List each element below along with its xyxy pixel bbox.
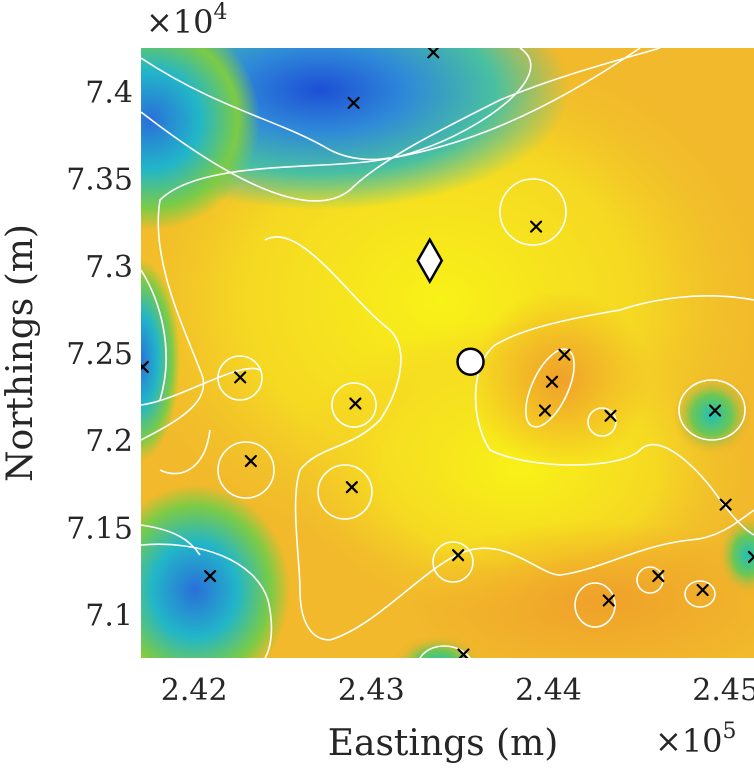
contour-ring [574,582,616,628]
heatmap-low-region [141,260,180,460]
cross-mark [602,594,615,607]
cross-mark [604,409,617,422]
sample-point-marker [234,371,247,384]
sample-point-marker [345,481,358,494]
diamond-marker [416,237,444,285]
sample-point-marker [347,96,360,109]
sample-point-marker [558,348,571,361]
x-tick-label: 2.44 [515,673,582,708]
sample-point-marker [719,498,732,511]
contour-ring [499,178,567,246]
heatmap-low-region [141,48,260,230]
y-tick-label: 7.2 [85,424,133,459]
y-axis-multiplier: ×104 [146,0,228,41]
markers-layer [416,237,485,376]
cross-mark [538,404,552,417]
sample-point-marker [349,397,362,410]
sample-point-marker [602,594,615,607]
sample-point-marker [452,549,465,562]
contour-line [474,295,754,536]
contour-rings [217,178,746,628]
cross-mark [708,404,722,417]
sample-point-marker [545,375,559,388]
cross-mark [141,360,149,374]
contour-ring [217,355,263,401]
plot-area [141,48,754,658]
sample-point-marker [747,550,754,564]
y-tick-label: 7.25 [66,337,133,372]
cross-mark [345,481,358,494]
sample-point-marker [604,409,617,422]
sample-point-marker [457,648,470,658]
cross-mark [558,348,571,361]
cross-mark [234,371,247,384]
contour-line [419,645,471,658]
sample-points-layer [141,48,754,658]
contour-line [141,269,167,401]
y-tick-label: 7.4 [85,76,133,111]
cross-mark [747,550,754,564]
cross-mark [203,569,217,583]
contour-ring [331,382,377,428]
x-tick-label: 2.42 [161,673,228,708]
cross-mark [719,498,732,511]
x-multiplier-base: ×10 [655,722,723,760]
cross-mark [652,569,665,583]
x-multiplier-exponent: 5 [723,719,737,744]
y-multiplier-exponent: 4 [214,0,228,25]
circle-marker [456,347,485,376]
sample-point-marker [529,220,543,233]
cross-mark [427,48,440,59]
contour-ring [678,379,746,441]
sample-point-marker [141,360,149,374]
contour-lines [141,48,754,658]
heatmap-low-region [394,635,482,658]
y-tick-label: 7.3 [85,250,133,285]
cross-mark [244,454,257,468]
sample-point-marker [696,583,709,597]
cross-mark [347,96,360,109]
sample-point-marker [538,404,552,417]
y-multiplier-base: ×10 [146,3,214,41]
contour-ring [317,464,373,520]
y-tick-label: 7.35 [66,163,133,198]
y-tick-label: 7.1 [85,598,133,633]
sample-point-marker [708,404,722,417]
y-axis-label: Northings (m) [0,224,41,482]
contour-line [141,48,532,161]
contour-ring [587,407,617,437]
contour-line [159,429,211,475]
cross-mark [349,397,362,410]
x-tick-label: 2.45 [692,673,754,708]
sample-point-marker [652,569,665,583]
cross-mark [545,375,559,388]
cross-mark [452,549,465,562]
contour-line [141,543,273,658]
contour-ring [432,541,474,583]
cross-mark [529,220,543,233]
y-tick-label: 7.15 [66,511,133,546]
heatmap-low-region [718,515,754,595]
contour-line [141,48,641,441]
contour-ring [684,580,716,608]
contour-line [141,524,201,556]
cross-mark [457,648,470,658]
sample-point-marker [203,569,217,583]
contour-ring [217,441,275,499]
x-axis-multiplier: ×105 [655,719,737,760]
x-axis-label: Eastings (m) [328,723,559,764]
ticks-layer: 2.42 2.43 2.44 2.45 7.1 7.15 7.2 7.25 7.3 7.35 7.4 [66,76,754,708]
contour-line [264,236,754,641]
cross-mark [696,583,709,597]
contour-line [141,367,261,406]
x-tick-label: 2.43 [338,673,405,708]
sample-point-marker [244,454,257,468]
heatmap-orange-region [470,290,650,470]
sample-point-marker [427,48,440,59]
